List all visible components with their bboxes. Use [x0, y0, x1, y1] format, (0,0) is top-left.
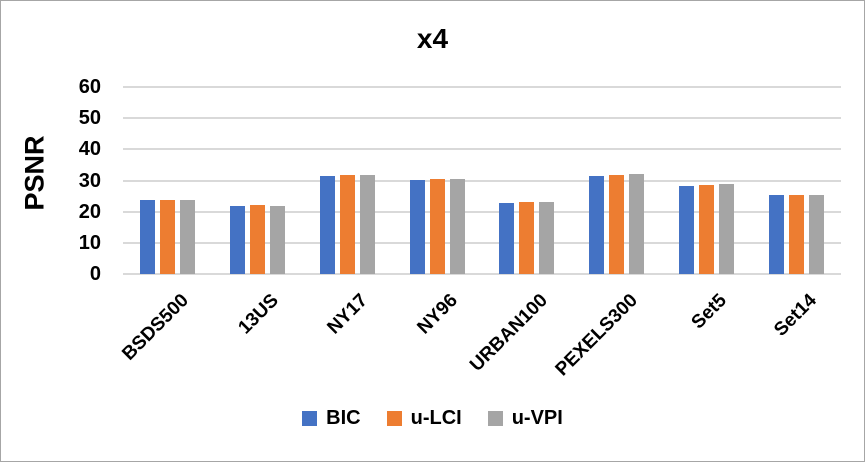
- gridline-50: [123, 117, 841, 120]
- y-tick-label-10: 10: [78, 231, 101, 254]
- plot-area: BSDS500 13US NY17 NY96 URBAN100 PEXELS300 Set5…: [118, 86, 841, 380]
- legend-label-u-LCI: u-LCI: [410, 407, 462, 429]
- bar-u-LCI-Set5: [698, 184, 714, 274]
- bar-BIC-13US: [230, 205, 246, 274]
- bar-u-LCI-NY17: [339, 174, 355, 274]
- bar-u-LCI-13US: [250, 205, 266, 274]
- bar-u-VPI-Set14: [808, 195, 824, 274]
- legend-item-BIC: BIC: [302, 407, 361, 430]
- gridline-0: [123, 273, 841, 275]
- legend-swatch-BIC: [302, 411, 318, 426]
- legend-label-BIC: BIC: [326, 407, 361, 429]
- gridline-40: [123, 148, 841, 151]
- bar-u-VPI-BSDS500: [180, 199, 196, 274]
- bar-BIC-Set14: [768, 194, 784, 274]
- y-tick-label-20: 20: [78, 200, 101, 223]
- legend-label-u-VPI: u-VPI: [511, 407, 563, 429]
- y-tick-label-60: 60: [78, 76, 101, 98]
- bar-BIC-Set5: [678, 185, 694, 274]
- y-tick-label-30: 30: [78, 169, 101, 192]
- bar-u-LCI-NY96: [429, 178, 445, 274]
- gridline-60: [123, 86, 841, 88]
- bar-BIC-PEXELS300: [589, 176, 605, 274]
- gridline-30: [123, 179, 841, 182]
- legend-swatch-u-VPI: [487, 411, 503, 426]
- bar-u-LCI-BSDS500: [160, 200, 176, 274]
- legend-item-u-LCI: u-LCI: [386, 407, 462, 430]
- bar-u-VPI-NY17: [359, 174, 375, 274]
- bar-u-VPI-NY96: [449, 179, 465, 274]
- legend-item-u-VPI: u-VPI: [487, 407, 563, 430]
- bar-u-VPI-13US: [270, 205, 286, 274]
- bar-u-LCI-PEXELS300: [609, 174, 625, 274]
- y-tick-label-40: 40: [78, 138, 101, 161]
- bar-BIC-BSDS500: [140, 200, 156, 274]
- legend-swatch-u-LCI: [386, 411, 402, 426]
- bar-u-LCI-URBAN100: [519, 202, 535, 274]
- legend: BIC u-LCI u-VPI: [1, 407, 864, 430]
- bar-BIC-NY17: [319, 175, 335, 274]
- bar-u-VPI-URBAN100: [539, 202, 555, 274]
- gridline-20: [123, 210, 841, 213]
- bar-BIC-NY96: [409, 179, 425, 274]
- chart-title: x4: [416, 23, 449, 54]
- bar-BIC-URBAN100: [499, 202, 515, 274]
- bar-u-LCI-Set14: [788, 194, 804, 274]
- gridline-10: [123, 241, 841, 244]
- bar-u-VPI-Set5: [718, 183, 734, 274]
- y-tick-label-0: 0: [89, 263, 101, 285]
- bar-u-VPI-PEXELS300: [629, 173, 645, 274]
- y-tick-label-50: 50: [78, 107, 101, 130]
